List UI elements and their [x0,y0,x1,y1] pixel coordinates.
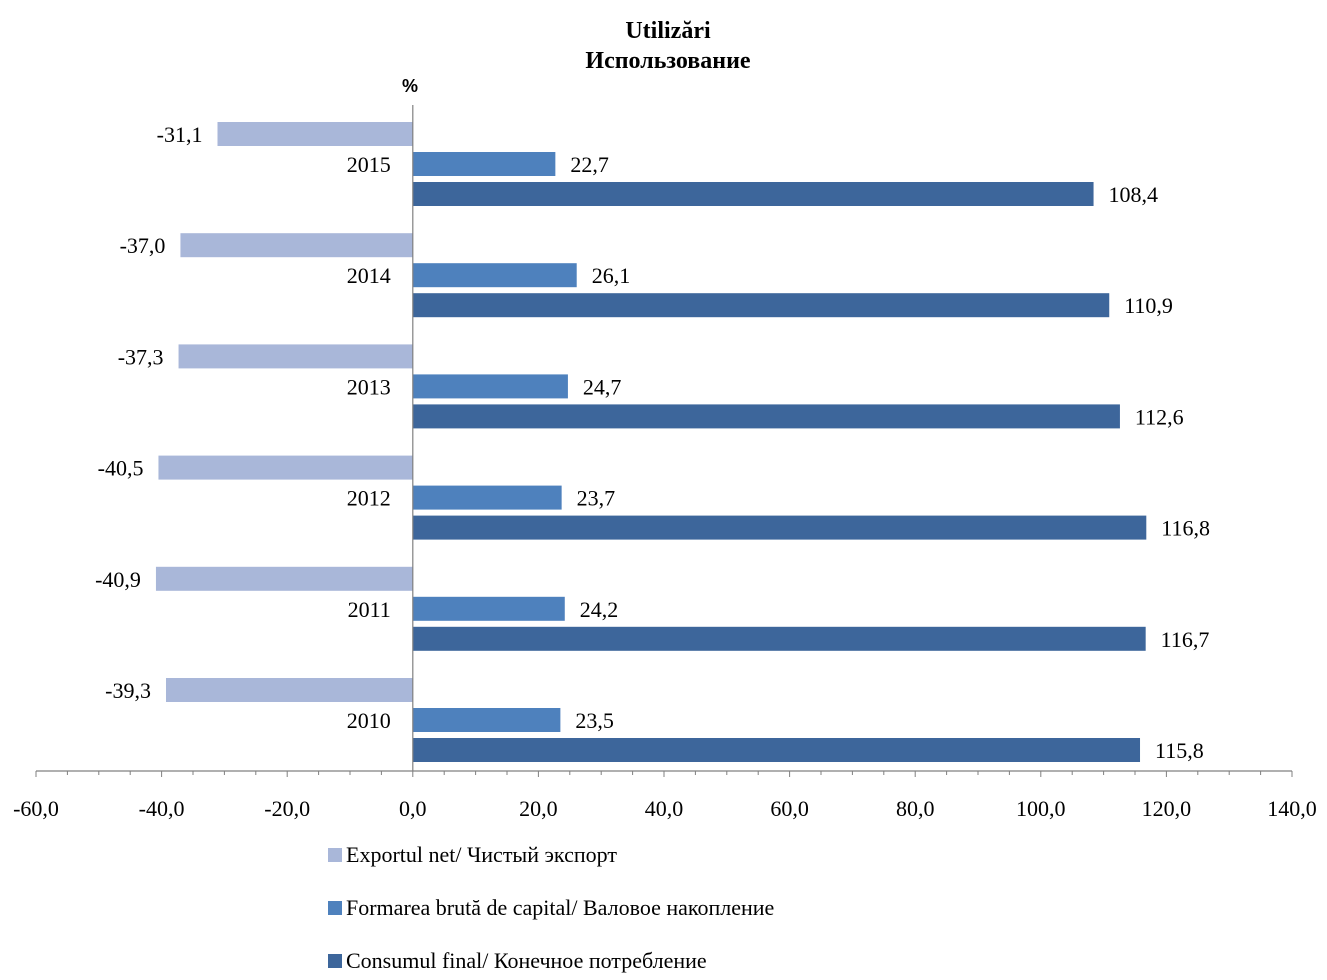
x-tick-label-120: 120,0 [1142,796,1192,821]
data-label-2011-series-2: 116,7 [1161,627,1210,652]
category-label-2015: 2015 [347,152,391,177]
x-tick-label-0: 0,0 [399,796,427,821]
data-label-2011-series-1: 24,2 [580,597,619,622]
bar-2013-series-1 [412,374,568,399]
legend-swatch-0 [328,848,342,862]
legend-swatch-1 [328,901,342,915]
x-tick-label--40: -40,0 [139,796,185,821]
x-tick-label-60: 60,0 [770,796,809,821]
bar-2010-series-1 [412,708,561,732]
legend-label-0: Exportul net/ Чистый экспорт [346,842,617,867]
x-tick-label-20: 20,0 [519,796,558,821]
data-label-2014-series-2: 110,9 [1124,293,1173,318]
category-label-2010: 2010 [347,708,391,733]
axes-group: -60,0 -40,0 -20,0 0,0 20,0 40,0 60,0 80,0 100,0 1… [13,105,1317,821]
bar-2015-series-1 [412,152,556,176]
bar-2014-series-2 [412,293,1110,318]
data-label-2010-series-0: -39,3 [105,678,151,703]
data-label-2015-series-2: 108,4 [1109,182,1159,207]
bar-2010-series-2 [412,738,1141,762]
data-label-2012-series-2: 116,8 [1161,516,1210,541]
x-tick-label-140: 140,0 [1267,796,1317,821]
bar-2015-series-2 [412,182,1094,206]
category-label-2011: 2011 [348,597,391,622]
data-label-2013-series-0: -37,3 [118,344,164,369]
legend: Exportul net/ Чистый экспорт Formarea bru… [328,842,774,973]
data-label-2012-series-1: 23,7 [577,486,616,511]
data-label-2014-series-0: -37,0 [120,233,166,258]
bar-2011-series-0 [155,566,413,591]
data-label-2010-series-2: 115,8 [1155,738,1204,763]
bar-2013-series-2 [412,404,1120,429]
category-label-2012: 2012 [347,486,391,511]
data-label-2015-series-0: -31,1 [157,122,203,147]
x-tick-label-40: 40,0 [645,796,684,821]
chart-title: Utilizări [625,18,711,44]
data-label-2013-series-1: 24,7 [583,374,622,399]
legend-swatch-2 [328,954,342,968]
data-label-2011-series-0: -40,9 [95,567,141,592]
data-label-2013-series-2: 112,6 [1135,404,1184,429]
x-tick-label--20: -20,0 [264,796,310,821]
data-label-2015-series-1: 22,7 [570,152,609,177]
unit-label: % [402,76,418,96]
x-tick-label-100: 100,0 [1016,796,1066,821]
bar-2011-series-2 [412,626,1146,651]
bar-2013-series-0 [178,344,413,369]
bar-2014-series-1 [412,263,577,288]
x-tick-label-80: 80,0 [896,796,935,821]
legend-label-1: Formarea brută de capital/ Валовое накоп… [346,895,774,920]
chart-subtitle: Использование [585,48,751,74]
bar-2011-series-1 [412,596,565,621]
category-label-2013: 2013 [347,374,391,399]
bars-group: -31,1 22,7 108,4 2015 -37,0 26,1 110,9 2014 -37,… [95,122,1210,763]
bar-2012-series-1 [412,485,562,510]
bar-2015-series-0 [217,122,413,146]
bar-2010-series-0 [165,678,413,702]
data-label-2010-series-1: 23,5 [575,708,614,733]
x-tick-label--60: -60,0 [13,796,59,821]
legend-label-2: Consumul final/ Конечное потребление [346,948,707,973]
data-label-2012-series-0: -40,5 [98,456,144,481]
bar-2014-series-0 [180,233,413,258]
category-label-2014: 2014 [347,263,391,288]
bar-2012-series-2 [412,515,1147,540]
bar-2012-series-0 [158,455,413,480]
data-label-2014-series-1: 26,1 [592,263,631,288]
